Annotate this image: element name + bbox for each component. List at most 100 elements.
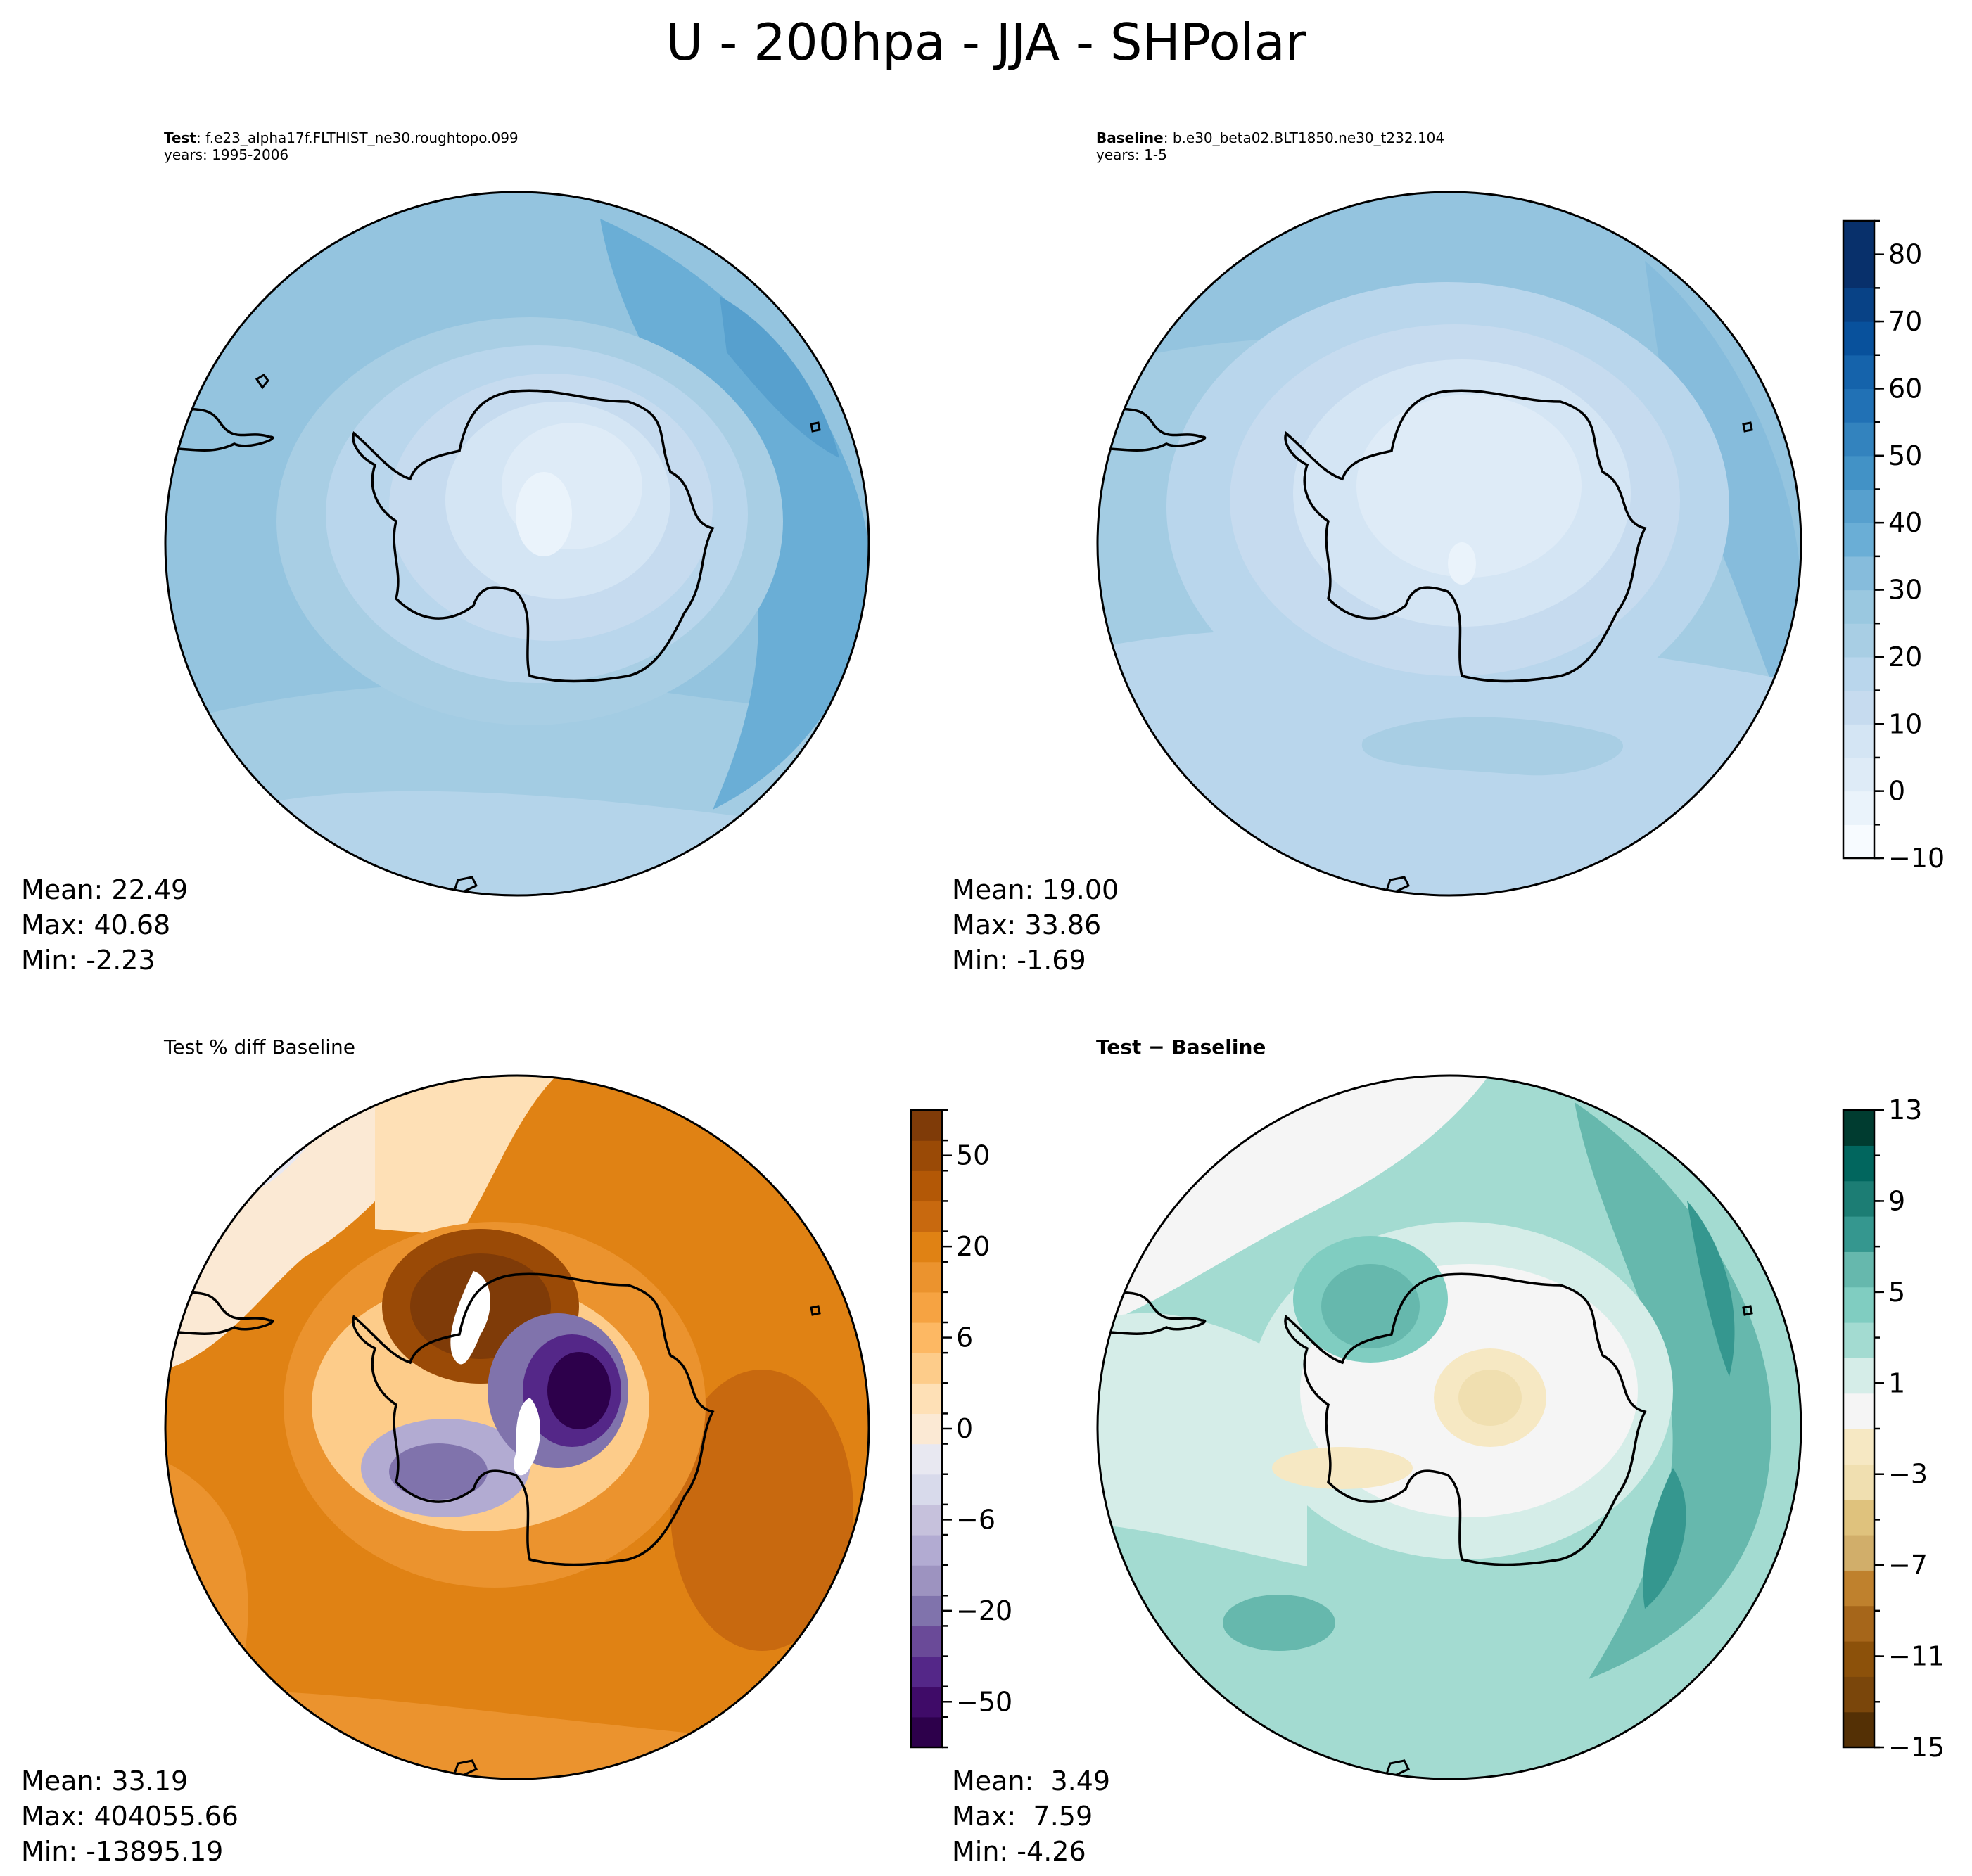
- blues-colorbar-swatch: [1843, 724, 1874, 758]
- blues-colorbar-tick-label: 50: [1888, 440, 1922, 471]
- diff-west-tan: [1272, 1447, 1413, 1489]
- pctdiff-stat-max: Max: 404055.66: [21, 1801, 238, 1832]
- pctdiff-colorbar-tick-label: 50: [956, 1140, 990, 1171]
- blues-colorbar-swatch: [1843, 757, 1874, 792]
- test-map: [164, 191, 870, 897]
- baseline-map: [1096, 191, 1802, 897]
- pctdiff-coast-antarctica: [352, 1272, 715, 1566]
- diff-colorbar-tick-label: −15: [1888, 1732, 1945, 1763]
- test-coast-island-1: [255, 374, 269, 390]
- pctdiff-colorbar-swatch: [911, 1201, 942, 1232]
- pctdiff-colorbar-swatch: [911, 1170, 942, 1202]
- baseline-stat-mean: Mean: 19.00: [952, 874, 1119, 905]
- pctdiff-coast-south-america: [165, 1283, 274, 1336]
- baseline-case-name: b.e30_beta02.BLT1850.ne30_t232.104: [1172, 129, 1445, 146]
- pctdiff-colorbar-swatch: [911, 1383, 942, 1415]
- pctdiff-colorbar-swatch: [911, 1656, 942, 1687]
- pctdiff-colorbar-swatch: [911, 1535, 942, 1566]
- blues-colorbar-swatch: [1843, 623, 1874, 658]
- diff-colorbar-swatch: [1843, 1499, 1874, 1536]
- test-minimum: [516, 472, 572, 556]
- pctdiff-colorbar-swatch: [911, 1716, 942, 1748]
- diff-colorbar-swatch: [1843, 1251, 1874, 1288]
- test-stat-max: Max: 40.68: [21, 910, 171, 940]
- blues-colorbar-swatch: [1843, 254, 1874, 288]
- diff-panel-title: Test − Baseline: [1096, 1035, 1266, 1059]
- pctdiff-colorbar-swatch: [911, 1261, 942, 1293]
- diff-stat-mean: Mean: 3.49: [952, 1766, 1111, 1797]
- test-label: Test: [164, 129, 197, 146]
- blues-colorbar-swatch: [1843, 422, 1874, 457]
- diff-colorbar-swatch: [1843, 1429, 1874, 1465]
- pctdiff-stat-min: Min: -13895.19: [21, 1836, 224, 1867]
- diff-colorbar-swatch: [1843, 1287, 1874, 1323]
- baseline-coast-island-2: [1382, 876, 1411, 895]
- pctdiff-east-purple-core: [547, 1352, 611, 1429]
- pctdiff-map: [164, 1074, 870, 1780]
- pctdiff-colorbar-tick-label: 0: [956, 1413, 973, 1444]
- blues-colorbar-swatch: [1843, 321, 1874, 356]
- pctdiff-colorbar-tick-label: 20: [956, 1231, 990, 1262]
- blues-colorbar-swatch: [1843, 455, 1874, 490]
- pctdiff-masked-north: [450, 1271, 490, 1365]
- pctdiff-colorbar-swatch: [911, 1413, 942, 1445]
- pctdiff-colorbar-tick-label: −20: [956, 1595, 1012, 1626]
- pctdiff-colorbar-tick-label: −6: [956, 1504, 995, 1535]
- blues-colorbar-swatch: [1843, 791, 1874, 825]
- test-coast-south-america: [165, 400, 274, 453]
- test-stats: Mean: 22.49 Max: 40.68 Min: -2.23: [21, 872, 188, 978]
- diff-colorbar-swatch: [1843, 1605, 1874, 1642]
- blues-colorbar-swatch: [1843, 355, 1874, 390]
- test-panel-title: Test: f.e23_alpha17f.FLTHIST_ne30.rought…: [164, 129, 519, 163]
- pctdiff-colorbar-swatch: [911, 1322, 942, 1353]
- baseline-minimum: [1448, 542, 1476, 585]
- diff-southeast-core: [1643, 1468, 1686, 1609]
- baseline-coast-south-america: [1098, 400, 1207, 453]
- baseline-label: Baseline: [1096, 129, 1164, 146]
- pctdiff-colorbar-swatch: [911, 1504, 942, 1536]
- pctdiff-colorbar-swatch: [911, 1595, 942, 1627]
- diff-east-core: [1687, 1201, 1735, 1377]
- diff-colorbar-swatch: [1843, 1145, 1874, 1182]
- test-case-name: f.e23_alpha17f.FLTHIST_ne30.roughtopo.09…: [205, 129, 519, 146]
- test-stat-min: Min: -2.23: [21, 945, 155, 976]
- pctdiff-west-purple-core: [389, 1443, 488, 1500]
- diff-southwest-blob: [1223, 1595, 1335, 1651]
- blues-colorbar-tick-label: 10: [1888, 708, 1922, 739]
- diff-coast-island-2: [1382, 1759, 1411, 1779]
- pctdiff-masked-center: [514, 1398, 540, 1476]
- baseline-stat-max: Max: 33.86: [952, 910, 1102, 940]
- test-coast-island-2: [810, 421, 821, 433]
- diff-colorbar-tick-label: 9: [1888, 1185, 1905, 1216]
- blues-colorbar-tick-label: 70: [1888, 306, 1922, 337]
- pctdiff-colorbar-swatch: [911, 1686, 942, 1718]
- pctdiff-north-light: [375, 1076, 558, 1236]
- blues-colorbar-swatch: [1843, 690, 1874, 725]
- diff-colorbar-swatch: [1843, 1570, 1874, 1607]
- diff-colorbar-swatch: [1843, 1641, 1874, 1677]
- baseline-south-blob: [1361, 717, 1624, 776]
- pctdiff-coast-island-1: [810, 1305, 821, 1316]
- blues-colorbar-tick-label: 80: [1888, 239, 1922, 270]
- pctdiff-colorbar-swatch: [911, 1565, 942, 1596]
- blues-colorbar: −10 0 10 20 30 40 50 60 70 80: [1842, 219, 1945, 874]
- blues-colorbar-swatch: [1843, 288, 1874, 322]
- baseline-map-frame: [1096, 191, 1802, 897]
- test-coast-island-3: [450, 876, 478, 895]
- diff-map: [1096, 1074, 1802, 1780]
- pctdiff-stat-mean: Mean: 33.19: [21, 1766, 189, 1797]
- diff-center-tan-core: [1458, 1370, 1522, 1426]
- pctdiff-colorbar-swatch: [911, 1231, 942, 1263]
- test-map-frame: [164, 191, 870, 897]
- pctdiff-colorbar: −50 −20 −6 0 6 20 50: [910, 1109, 1012, 1749]
- diff-map-frame: [1096, 1074, 1802, 1780]
- pctdiff-colorbar-swatch: [911, 1626, 942, 1657]
- diff-colorbar-swatch: [1843, 1711, 1874, 1748]
- blues-colorbar-swatch: [1843, 388, 1874, 423]
- pctdiff-stats: Mean: 33.19 Max: 404055.66 Min: -13895.1…: [21, 1763, 238, 1869]
- pctdiff-colorbar-swatch: [911, 1353, 942, 1384]
- diff-colorbar-tick-label: 1: [1888, 1367, 1905, 1398]
- pctdiff-colorbar-swatch: [911, 1443, 942, 1475]
- blues-colorbar-swatch: [1843, 489, 1874, 523]
- diff-colorbar-swatch: [1843, 1535, 1874, 1571]
